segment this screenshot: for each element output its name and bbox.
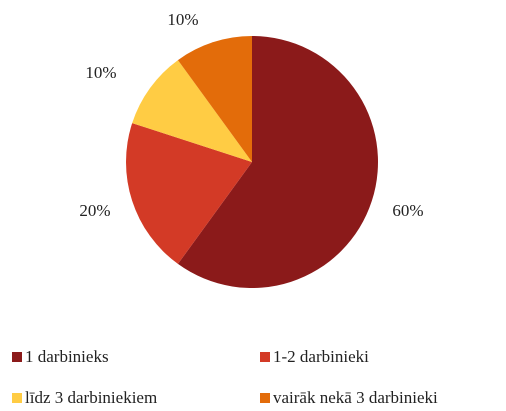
pie-slice xyxy=(132,60,252,162)
legend-label: vairāk nekā 3 darbinieki xyxy=(273,388,438,407)
legend-label: 1 darbinieks xyxy=(25,347,109,366)
legend-swatch xyxy=(260,352,270,362)
legend-label: 1-2 darbinieki xyxy=(273,347,369,366)
pie-slice xyxy=(126,123,252,264)
data-label: 60% xyxy=(392,201,423,220)
pie-slice xyxy=(177,36,378,288)
legend-label: līdz 3 darbiniekiem xyxy=(25,388,157,407)
data-label: 20% xyxy=(79,201,110,220)
legend-swatch xyxy=(260,393,270,403)
data-label: 10% xyxy=(167,10,198,29)
legend-swatch xyxy=(12,352,22,362)
legend-swatch xyxy=(12,393,22,403)
pie-slice xyxy=(177,36,252,162)
data-label: 10% xyxy=(85,63,116,82)
